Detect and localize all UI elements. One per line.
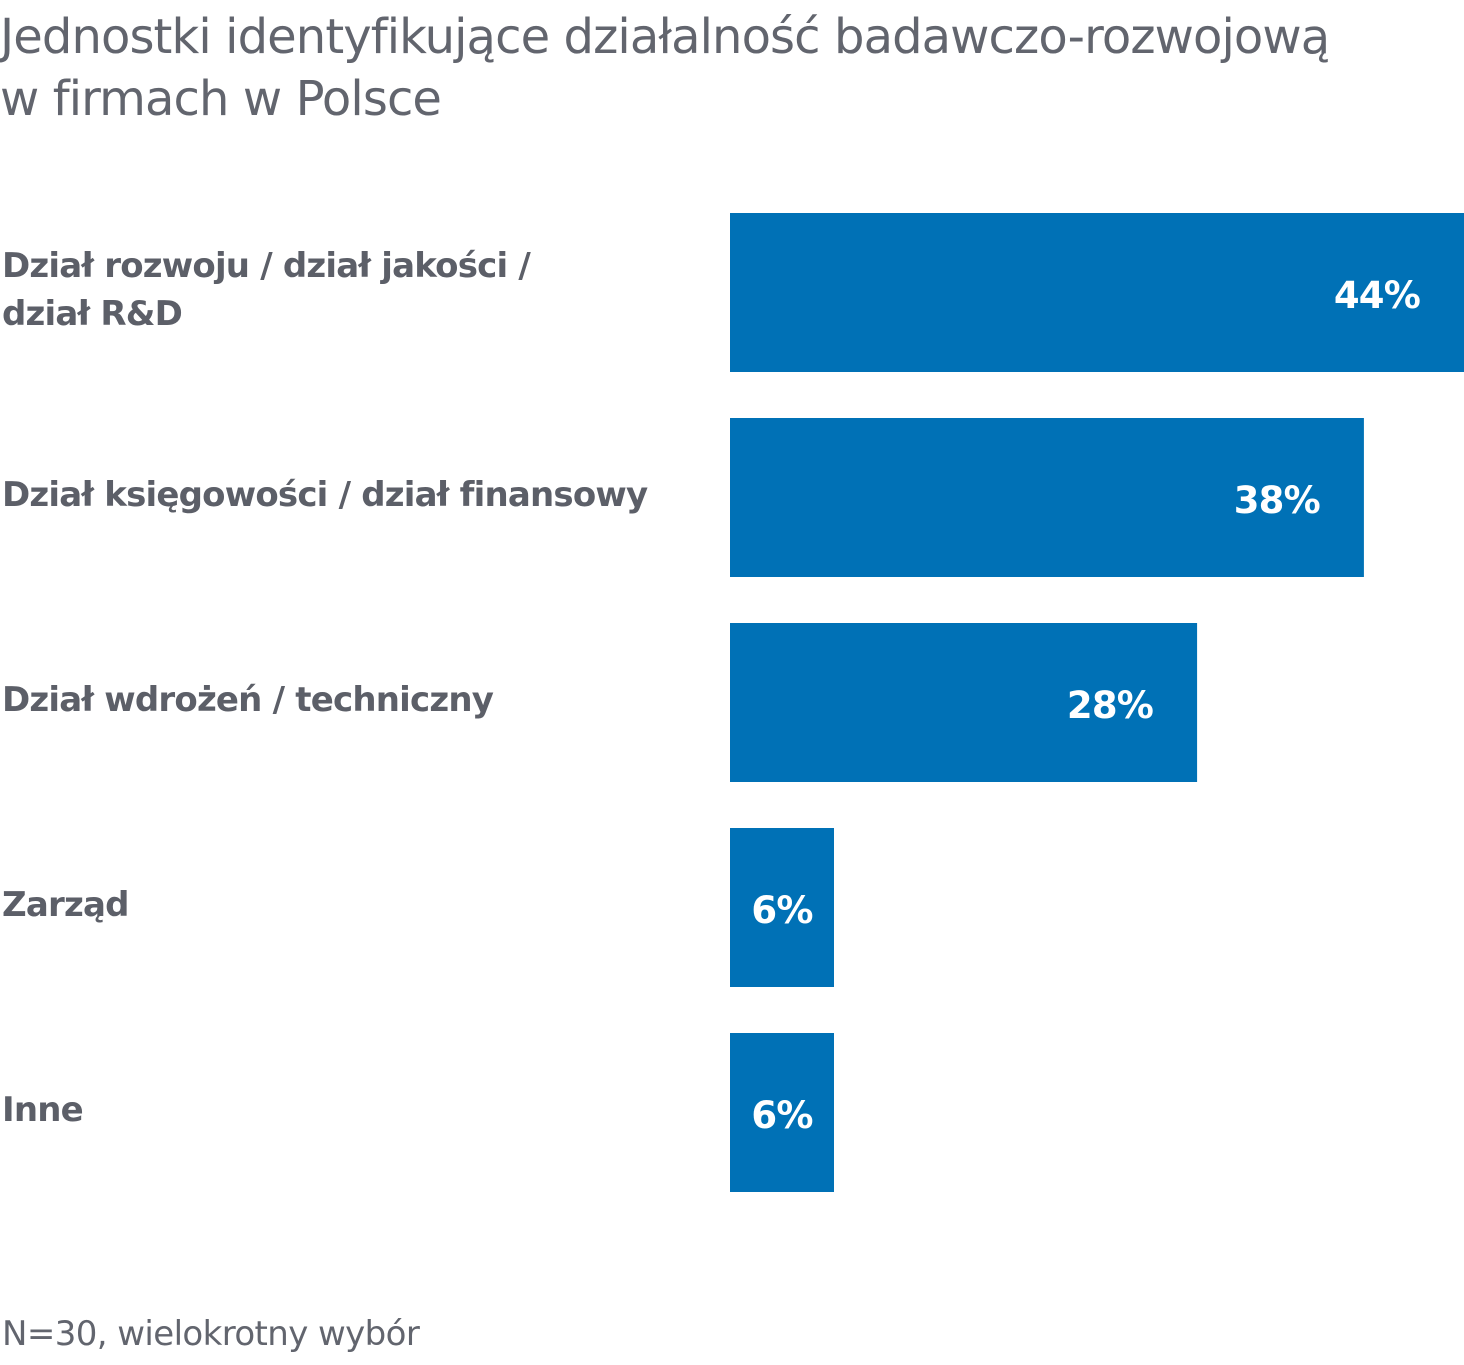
category-label-4-line-0: Inne — [2, 1089, 84, 1130]
category-label-4: Inne — [2, 1086, 702, 1134]
value-label-3: 6% — [751, 889, 812, 932]
chart-title-line-1: Jednostki identyfikujące działalność bad… — [0, 9, 1330, 65]
bar-3 — [730, 828, 834, 987]
chart-title: Jednostki identyfikujące działalność bad… — [0, 6, 1464, 130]
bar-0 — [730, 213, 1464, 372]
category-label-0: Dział rozwoju / dział jakości / dział R&D — [2, 242, 702, 338]
category-label-0-line-0: Dział rozwoju / dział jakości / — [2, 245, 531, 286]
bar-4 — [730, 1033, 834, 1192]
category-label-3: Zarząd — [2, 881, 702, 929]
category-label-0-line-1: dział R&D — [2, 293, 183, 334]
bar-1 — [730, 418, 1364, 577]
category-label-3-line-0: Zarząd — [2, 884, 129, 925]
category-label-1-line-0: Dział księgowości / dział finansowy — [2, 474, 648, 515]
chart-title-line-2: w firmach w Polsce — [0, 71, 442, 127]
category-label-2: Dział wdrożeń / techniczny — [2, 676, 702, 724]
category-label-2-line-0: Dział wdrożeń / techniczny — [2, 679, 494, 720]
value-label-0: 44% — [1334, 274, 1420, 317]
category-label-1: Dział księgowości / dział finansowy — [2, 471, 702, 519]
value-label-4: 6% — [751, 1094, 812, 1137]
footnote: N=30, wielokrotny wybór — [2, 1314, 420, 1354]
bar-2 — [730, 623, 1198, 782]
value-label-2: 28% — [1067, 684, 1153, 727]
value-label-1: 38% — [1234, 479, 1320, 522]
